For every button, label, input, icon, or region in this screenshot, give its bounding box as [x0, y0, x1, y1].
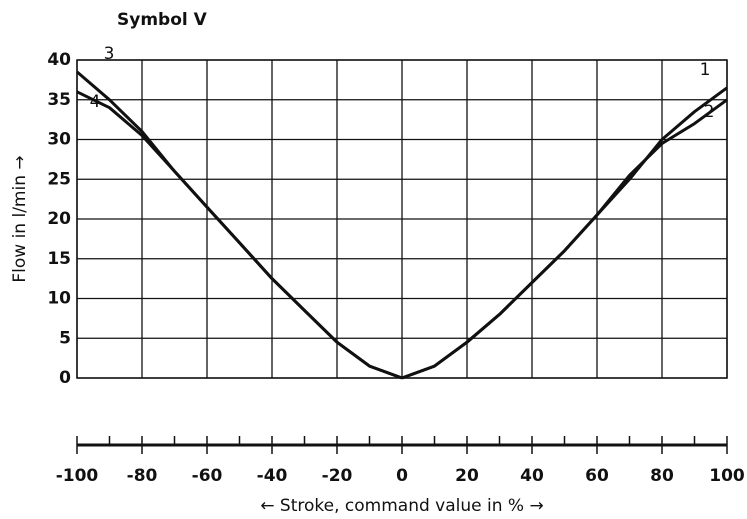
- y-tick-label: 30: [47, 130, 71, 150]
- y-axis-label: Flow in l/min →: [10, 155, 30, 282]
- x-tick-label: 0: [396, 466, 408, 486]
- y-tick-label: 20: [47, 209, 71, 229]
- y-tick-label: 25: [47, 169, 71, 189]
- x-tick-label: -100: [56, 466, 99, 486]
- x-tick-label: 40: [520, 466, 544, 486]
- curve: [76, 70, 403, 380]
- x-tick-label: 20: [455, 466, 479, 486]
- curve-label: 1: [700, 60, 711, 80]
- y-tick-label: 5: [59, 328, 71, 348]
- chart-title: Symbol V: [117, 10, 208, 30]
- y-tick-label: 10: [47, 289, 71, 309]
- x-axis-label: ← Stroke, command value in % →: [260, 496, 543, 516]
- curve-label: 3: [104, 44, 115, 64]
- x-tick-label: -20: [322, 466, 353, 486]
- curve-label: 2: [704, 102, 715, 122]
- curve-label: 4: [90, 92, 101, 112]
- curve: [76, 90, 403, 380]
- x-tick-label: -60: [192, 466, 223, 486]
- y-tick-label: 0: [59, 368, 71, 388]
- curve: [401, 86, 728, 380]
- curve: [401, 98, 728, 380]
- y-tick-label: 15: [47, 249, 71, 269]
- y-tick-label: 35: [47, 90, 71, 110]
- x-tick-label: -80: [127, 466, 158, 486]
- x-tick-label: -40: [257, 466, 288, 486]
- y-tick-label: 40: [47, 50, 71, 70]
- x-tick-label: 100: [709, 466, 745, 486]
- x-tick-label: 80: [650, 466, 674, 486]
- x-tick-label: 60: [585, 466, 609, 486]
